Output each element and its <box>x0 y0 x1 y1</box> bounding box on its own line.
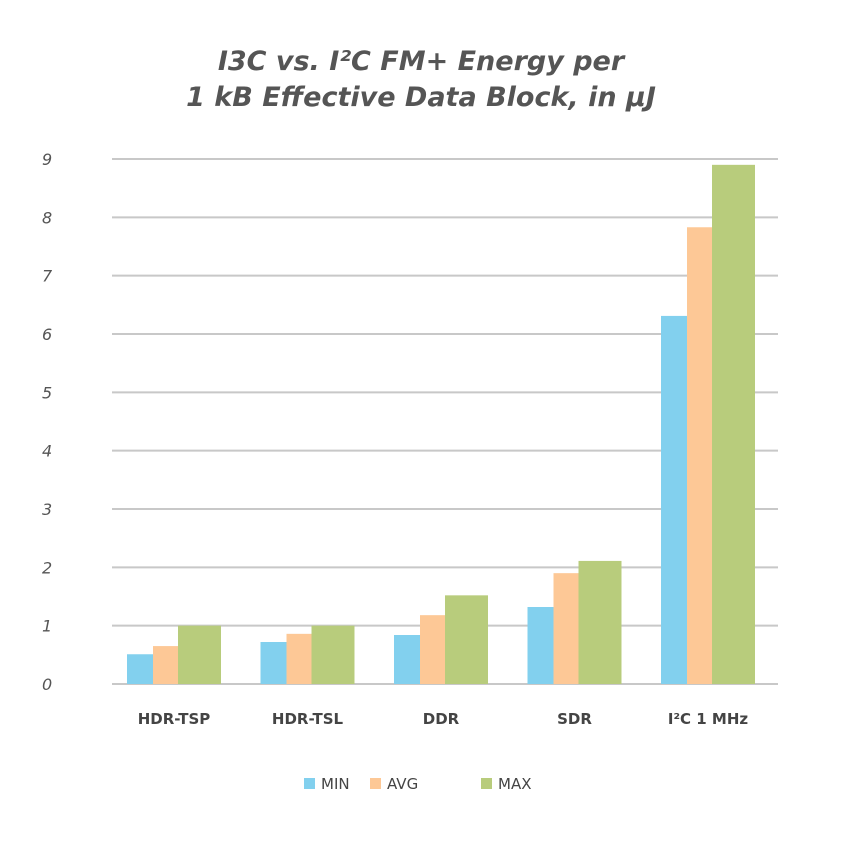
legend-label: MIN <box>321 775 350 793</box>
bar-avg <box>420 615 445 684</box>
legend-swatch <box>304 778 315 789</box>
y-tick-label: 5 <box>42 383 52 402</box>
bar-min <box>394 635 420 684</box>
y-tick-label: 0 <box>42 675 52 694</box>
bar-max <box>311 625 355 684</box>
bar-avg <box>687 227 712 684</box>
y-tick-label: 9 <box>42 150 52 169</box>
bar-avg <box>286 633 312 684</box>
y-tick-label: 7 <box>42 267 53 286</box>
bar-avg <box>553 573 579 684</box>
y-tick-label: 8 <box>42 208 52 227</box>
bar-max <box>178 625 221 684</box>
title-line-1: I3C vs. I²C FM+ Energy per <box>217 46 625 77</box>
legend-label: MAX <box>498 775 531 793</box>
x-tick-label: SDR <box>557 710 592 728</box>
bar-max <box>578 560 622 684</box>
legend-swatch <box>370 778 381 789</box>
x-tick-label: HDR-TSL <box>272 710 344 728</box>
bar-min <box>127 654 153 684</box>
bar-min <box>260 642 287 684</box>
bar-max <box>445 595 488 684</box>
y-tick-label: 1 <box>42 617 52 636</box>
y-tick-label: 2 <box>42 558 52 577</box>
x-tick-label: I²C 1 MHz <box>668 710 749 728</box>
bar-max <box>712 164 755 685</box>
bar-min <box>527 607 554 684</box>
x-tick-label: HDR-TSP <box>138 710 211 728</box>
x-tick-label: DDR <box>423 710 460 728</box>
title-line-2: 1 kB Effective Data Block, in µJ <box>186 82 656 113</box>
bar-avg <box>153 646 178 684</box>
y-tick-label: 3 <box>42 500 52 519</box>
y-tick-label: 6 <box>42 325 52 344</box>
legend-swatch <box>481 778 492 789</box>
chart-title: I3C vs. I²C FM+ Energy per 1 kB Effectiv… <box>0 44 842 116</box>
legend-label: AVG <box>387 775 418 793</box>
y-tick-label: 4 <box>42 442 52 461</box>
bar-min <box>661 315 687 684</box>
